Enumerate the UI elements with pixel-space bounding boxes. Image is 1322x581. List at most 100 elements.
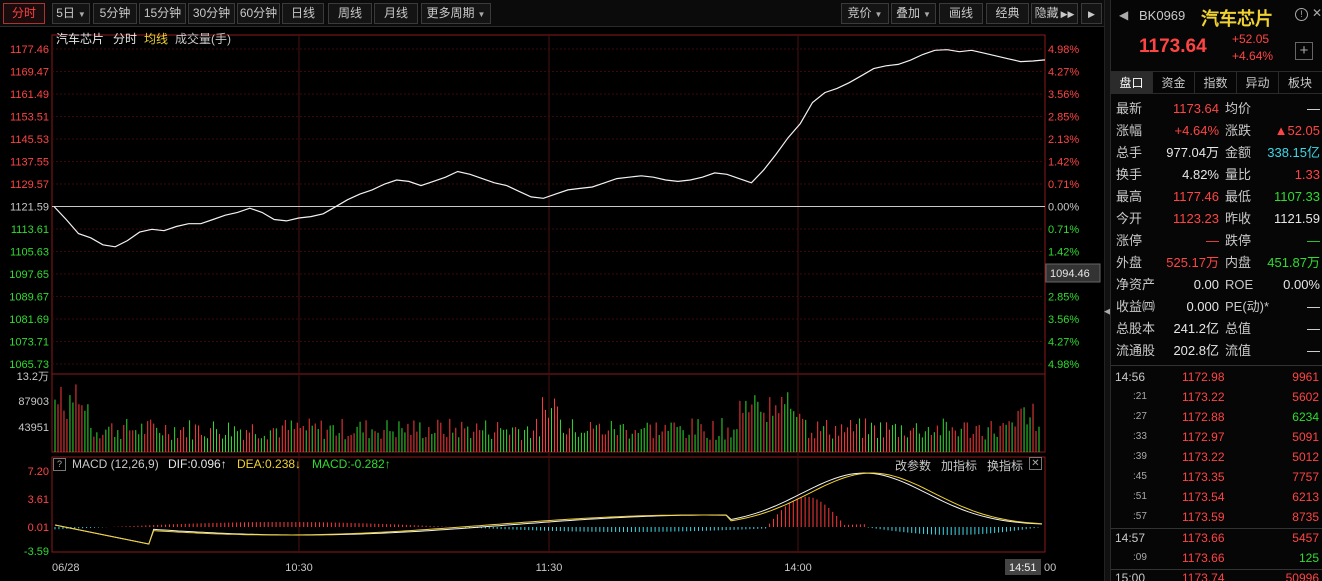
price-tick-label: 1089.67	[9, 292, 49, 304]
period-button-weekly[interactable]: 周线	[328, 3, 372, 24]
time-tick-label: 14:00	[784, 562, 812, 574]
period-toolbar: 分时 5日 ▼ 5分钟 15分钟 30分钟 60分钟 日线 周线 月线 更多周期 ▼…	[0, 0, 1104, 27]
quote-value: —	[1307, 321, 1320, 336]
period-button-daily[interactable]: 日线	[282, 3, 324, 24]
quote-label: 总值	[1225, 321, 1252, 336]
info-icon[interactable]: !	[1295, 8, 1308, 21]
quote-row: 最高 1177.46 最低 1107.33	[1111, 186, 1322, 208]
time-cursor-box	[1005, 559, 1041, 575]
period-button-60min[interactable]: 60分钟	[237, 3, 280, 24]
quote-value: ▲52.05	[1274, 123, 1320, 138]
quote-label: 外盘	[1116, 255, 1143, 270]
volume-tick-label: 43951	[18, 422, 49, 434]
macd-value: MACD:-0.282↑	[312, 457, 391, 471]
legend-mode: 分时	[113, 32, 138, 46]
price-tick-label: 1161.49	[10, 89, 49, 101]
period-button-15min[interactable]: 15分钟	[139, 3, 186, 24]
draw-line-button[interactable]: 画线	[939, 3, 983, 24]
toolbar-label: 竞价	[847, 6, 872, 20]
expand-button[interactable]: ▶	[1081, 3, 1102, 24]
intraday-chart[interactable]: 1177.46 4.98% 1169.47 4.27% 1161.49 3.56% 1153…	[0, 27, 1104, 581]
quote-label: 金额	[1225, 145, 1252, 160]
quote-label: 换手	[1116, 167, 1143, 182]
price-line	[53, 49, 1046, 248]
period-button-intraday[interactable]: 分时	[3, 3, 45, 24]
quote-label: 流通股	[1116, 343, 1156, 358]
time-tick-label: 11:30	[536, 562, 563, 574]
pct-tick-label: 2.13%	[1048, 134, 1079, 146]
quote-value: 241.2亿	[1173, 321, 1219, 336]
tick-time: :09	[1133, 552, 1147, 563]
panel-splitter[interactable]	[1104, 0, 1110, 581]
price-change-pct: +4.64%	[1232, 49, 1274, 63]
quote-value: 451.87万	[1267, 255, 1320, 270]
quote-row: 涨幅 +4.64% 涨跌 ▲52.05	[1111, 120, 1322, 142]
tick-price: 1173.66	[1182, 551, 1225, 565]
quote-value: 1173.64	[1172, 101, 1219, 116]
sector-code: BK0969	[1139, 8, 1186, 23]
tick-volume: 9961	[1292, 370, 1319, 384]
tab-sectors[interactable]: 板块	[1287, 76, 1312, 90]
tick-volume: 6234	[1292, 410, 1319, 424]
quote-value: 1121.59	[1273, 211, 1320, 226]
collapse-arrow-icon[interactable]: ◀	[1104, 306, 1111, 316]
tick-volume: 5457	[1292, 531, 1319, 545]
tick-price: 1173.74	[1182, 571, 1225, 581]
tick-volume: 5012	[1292, 450, 1319, 464]
hide-button[interactable]: 隐藏 ▶▶	[1031, 3, 1078, 24]
price-change: +52.05	[1232, 32, 1270, 46]
add-indicator-button[interactable]: 加指标	[941, 459, 978, 473]
dif-line	[54, 472, 1043, 545]
chevron-right-icon: ▶	[1088, 9, 1095, 19]
tab-movements[interactable]: 异动	[1237, 72, 1279, 94]
tick-time: :45	[1133, 471, 1147, 482]
quote-value: 1107.33	[1273, 189, 1320, 204]
cursor-price-box	[1045, 263, 1101, 283]
period-label: 更多周期	[426, 6, 475, 20]
tab-order-book[interactable]: 盘口	[1111, 72, 1153, 94]
tick-time: :21	[1133, 391, 1147, 402]
tick-time: 14:56	[1115, 370, 1146, 384]
back-triangle-icon[interactable]: ◀	[1119, 8, 1129, 22]
macd-dif: DIF:0.096↑	[168, 457, 227, 471]
auction-button[interactable]: 竞价 ▼	[841, 3, 889, 24]
close-icon[interactable]: ✕	[1029, 457, 1042, 470]
tick-row: :09 1173.66 125	[1111, 548, 1322, 568]
period-button-5min[interactable]: 5分钟	[93, 3, 137, 24]
add-watchlist-icon[interactable]: +	[1295, 42, 1313, 60]
tick-price: 1173.22	[1182, 450, 1225, 464]
switch-indicator-button[interactable]: 换指标	[987, 459, 1024, 473]
quote-value: 1.33	[1294, 167, 1320, 182]
double-chevron-right-icon: ▶▶	[1060, 9, 1075, 19]
classic-button[interactable]: 经典	[986, 3, 1029, 24]
tick-time: :57	[1133, 511, 1147, 522]
period-button-monthly[interactable]: 月线	[374, 3, 418, 24]
pct-tick-label: 1.42%	[1048, 247, 1079, 259]
macd-params-button[interactable]: 改参数	[895, 459, 932, 473]
tab-funds[interactable]: 资金	[1153, 72, 1195, 94]
quote-label: 净资产	[1116, 277, 1156, 292]
quote-value: 4.82%	[1182, 167, 1219, 182]
period-button-30min[interactable]: 30分钟	[188, 3, 235, 24]
volume-tick-label: 13.2万	[17, 371, 49, 383]
overlay-button[interactable]: 叠加 ▼	[891, 3, 936, 24]
period-button-more[interactable]: 更多周期 ▼	[421, 3, 491, 24]
quote-value: —	[1307, 233, 1320, 248]
period-button-5day[interactable]: 5日 ▼	[52, 3, 90, 24]
tick-time: :39	[1133, 451, 1147, 462]
quote-value: —	[1307, 101, 1320, 116]
price-tick-label: 1145.53	[10, 134, 49, 146]
quote-label: PE(动)*	[1225, 299, 1270, 314]
tick-row: :51 1173.54 6213	[1111, 487, 1322, 507]
tick-price: 1172.98	[1182, 370, 1225, 384]
cursor-price-label: 1094.46	[1050, 268, 1090, 280]
tab-index[interactable]: 指数	[1195, 72, 1237, 94]
help-icon[interactable]: ?	[53, 458, 66, 471]
sector-name: 汽车芯片	[1201, 9, 1273, 29]
close-icon[interactable]: ✕	[1312, 6, 1322, 20]
quote-row: 总股本 241.2亿 总值 —	[1111, 318, 1322, 340]
price-tick-label: 1137.55	[10, 157, 49, 169]
divider	[1111, 528, 1322, 529]
quote-label: 涨跌	[1225, 123, 1252, 138]
pct-tick-label: 0.71%	[1048, 224, 1079, 236]
